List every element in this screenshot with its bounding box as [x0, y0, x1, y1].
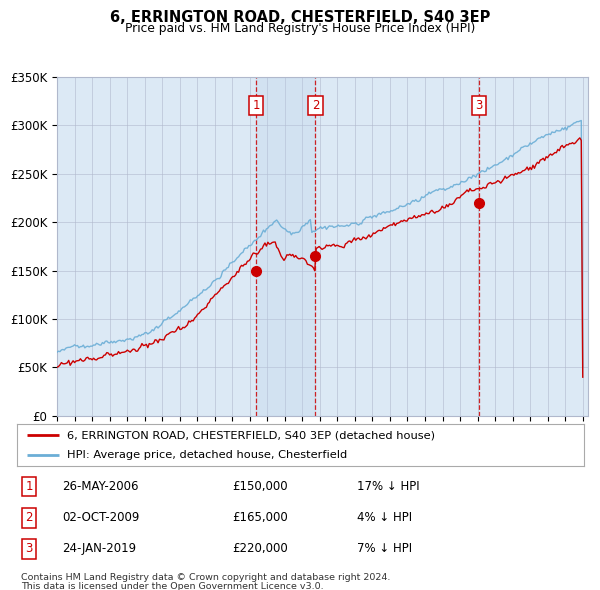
Text: 02-OCT-2009: 02-OCT-2009	[62, 511, 140, 525]
Text: 17% ↓ HPI: 17% ↓ HPI	[357, 480, 419, 493]
Text: HPI: Average price, detached house, Chesterfield: HPI: Average price, detached house, Ches…	[67, 450, 347, 460]
Text: 1: 1	[26, 480, 33, 493]
Text: 6, ERRINGTON ROAD, CHESTERFIELD, S40 3EP: 6, ERRINGTON ROAD, CHESTERFIELD, S40 3EP	[110, 10, 490, 25]
Text: Contains HM Land Registry data © Crown copyright and database right 2024.: Contains HM Land Registry data © Crown c…	[21, 573, 391, 582]
Bar	[256, 77, 316, 416]
Text: 3: 3	[475, 99, 482, 112]
Text: 3: 3	[26, 542, 33, 555]
Text: 6, ERRINGTON ROAD, CHESTERFIELD, S40 3EP (detached house): 6, ERRINGTON ROAD, CHESTERFIELD, S40 3EP…	[67, 430, 434, 440]
Text: This data is licensed under the Open Government Licence v3.0.: This data is licensed under the Open Gov…	[21, 582, 323, 590]
Text: 2: 2	[312, 99, 319, 112]
Text: £150,000: £150,000	[232, 480, 288, 493]
Text: 7% ↓ HPI: 7% ↓ HPI	[357, 542, 412, 555]
Text: £165,000: £165,000	[232, 511, 288, 525]
Text: 2: 2	[26, 511, 33, 525]
Text: 24-JAN-2019: 24-JAN-2019	[62, 542, 136, 555]
Text: £220,000: £220,000	[232, 542, 288, 555]
Text: Price paid vs. HM Land Registry's House Price Index (HPI): Price paid vs. HM Land Registry's House …	[125, 22, 475, 35]
Text: 26-MAY-2006: 26-MAY-2006	[62, 480, 139, 493]
Text: 4% ↓ HPI: 4% ↓ HPI	[357, 511, 412, 525]
Text: 1: 1	[253, 99, 260, 112]
